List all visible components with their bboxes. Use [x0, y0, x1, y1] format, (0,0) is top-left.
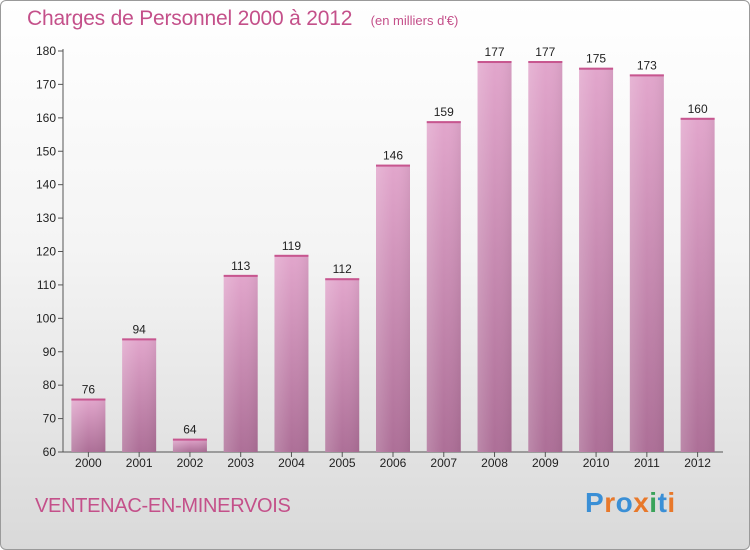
bar-top-edge	[579, 67, 614, 70]
y-tick-label: 90	[43, 345, 57, 359]
chart-labels: 2000 76 2001 94 2002 64 2003 113 2004 119 2005 112 2…	[75, 45, 711, 470]
chart-unit: (en milliers d'€)	[370, 13, 459, 28]
x-tick-label: 2009	[532, 456, 559, 470]
chart-title: Charges de Personnel 2000 à 2012	[27, 7, 353, 30]
x-tick-label: 2004	[278, 456, 305, 470]
brand-letter: x	[633, 487, 650, 518]
bar-shine	[274, 254, 309, 452]
brand-letter: o	[615, 487, 634, 518]
bar-top-edge	[477, 61, 512, 64]
x-tick-label: 2012	[684, 456, 711, 470]
bar-top-edge	[71, 398, 106, 401]
y-tick-label: 60	[43, 445, 57, 459]
data-label: 177	[485, 45, 505, 59]
x-tick-label: 2007	[430, 456, 457, 470]
data-label: 160	[688, 102, 708, 116]
x-tick-label: 2006	[380, 456, 407, 470]
brand-letter: t	[657, 487, 668, 518]
bar-top-edge	[274, 254, 309, 257]
y-tick-label: 150	[36, 144, 56, 158]
x-tick-label: 2003	[227, 456, 254, 470]
data-label: 175	[586, 52, 606, 66]
bar-shine	[376, 164, 410, 452]
y-tick-label: 70	[43, 412, 57, 426]
brand-letter: i	[667, 487, 676, 518]
commune-name: VENTENAC-EN-MINERVOIS	[35, 495, 291, 517]
x-tick-label: 2005	[329, 456, 356, 470]
brand-letter: P	[585, 487, 605, 518]
bar-shine	[426, 121, 461, 453]
y-tick-label: 120	[36, 245, 56, 259]
bar-top-edge	[376, 164, 410, 167]
bar-top-edge	[122, 338, 157, 341]
data-label: 76	[82, 383, 96, 397]
data-label: 177	[535, 45, 555, 59]
bar-shine	[172, 438, 207, 452]
bar-shine	[71, 398, 106, 452]
bar-shine	[477, 61, 512, 453]
brand-letter: r	[604, 487, 616, 518]
brand-letter: i	[649, 487, 658, 518]
bar-top-edge	[629, 74, 664, 77]
bar-shine	[579, 67, 614, 452]
data-label: 113	[231, 259, 250, 273]
data-label: 94	[132, 322, 146, 336]
title-row: Charges de Personnel 2000 à 2012 (en mil…	[27, 7, 458, 31]
bar-top-edge	[223, 274, 258, 277]
bar-shine	[629, 74, 664, 453]
bar-top-edge	[680, 117, 715, 120]
y-tick-label: 180	[36, 44, 56, 58]
data-label: 112	[333, 262, 352, 276]
y-tick-label: 80	[43, 378, 57, 392]
data-label: 119	[282, 239, 301, 253]
y-tick-label: 170	[36, 77, 56, 91]
bar-top-edge	[172, 438, 207, 441]
data-label: 146	[383, 149, 403, 163]
x-tick-label: 2011	[634, 456, 660, 470]
bar-top-edge	[528, 61, 563, 64]
bar-shine	[122, 338, 157, 452]
x-tick-label: 2010	[583, 456, 610, 470]
chart-bars	[71, 61, 715, 453]
x-tick-label: 2002	[177, 456, 204, 470]
bar-shine	[680, 117, 715, 452]
bar-top-edge	[426, 121, 461, 124]
bar-shine	[223, 274, 258, 452]
bar-shine	[325, 278, 360, 452]
brand-logo: Proxiti	[585, 487, 676, 519]
y-tick-label: 100	[36, 311, 56, 325]
y-tick-label: 110	[37, 278, 56, 292]
x-tick-label: 2008	[481, 456, 508, 470]
data-label: 159	[434, 105, 454, 119]
data-label: 64	[183, 423, 197, 437]
data-label: 173	[637, 58, 657, 72]
bar-top-edge	[325, 278, 360, 281]
y-tick-label: 160	[36, 111, 56, 125]
y-tick-label: 130	[36, 211, 56, 225]
x-tick-label: 2000	[75, 456, 102, 470]
y-tick-label: 140	[36, 178, 56, 192]
bar-shine	[528, 61, 563, 453]
x-tick-label: 2001	[126, 456, 153, 470]
